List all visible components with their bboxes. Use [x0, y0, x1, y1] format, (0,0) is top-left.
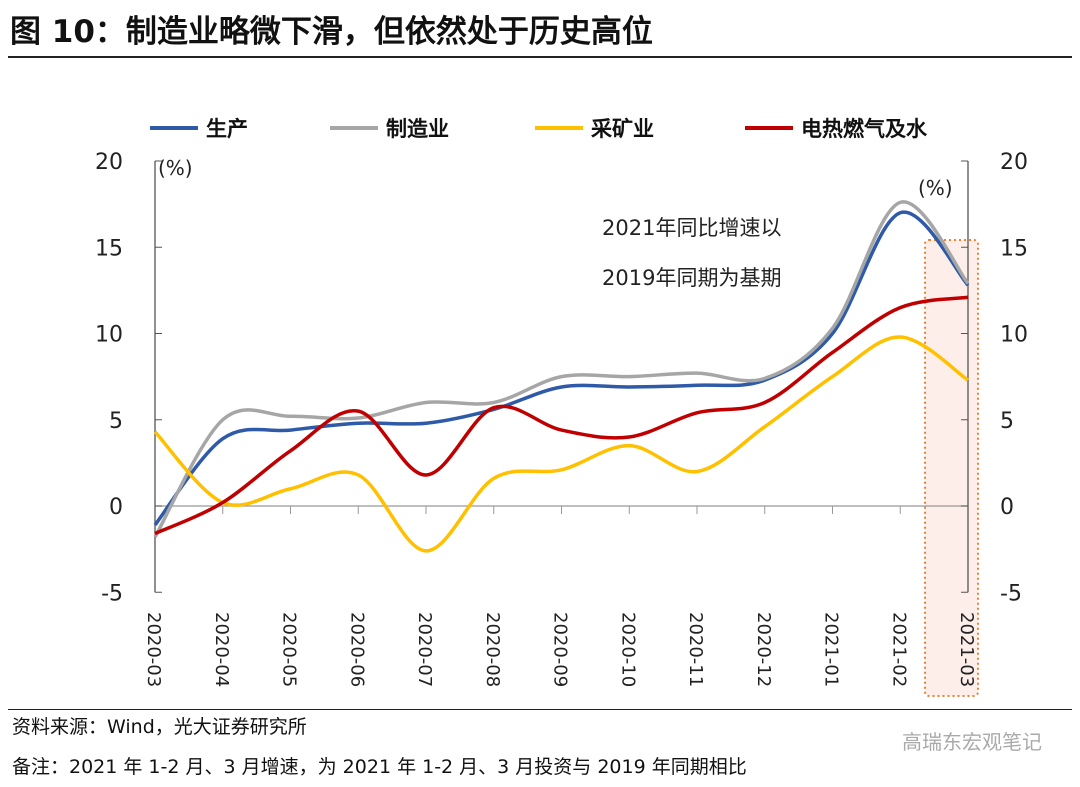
- y-tick-label-right: 20: [1000, 150, 1028, 175]
- x-tick-label: 2020-08: [482, 612, 503, 687]
- x-tick-label: 2021-01: [821, 612, 842, 687]
- legend-label: 采矿业: [591, 117, 654, 141]
- annotation-text: 2019年同期为基期: [602, 266, 781, 290]
- y-tick-label: 0: [109, 495, 123, 520]
- y-tick-label: -5: [101, 581, 123, 606]
- series-line-采矿业: [153, 335, 969, 553]
- annotation-text: 2021年同比增速以: [602, 216, 781, 240]
- line-chart: -5 -5 0 0 5 5 10 10 15 15 20 20 (%) (%) 2020-03 2020-04…: [95, 117, 1028, 697]
- watermark: 高瑞东宏观笔记: [902, 730, 1042, 754]
- y-tick-label: 5: [109, 409, 123, 434]
- title-divider: [8, 56, 1072, 58]
- x-tick-label: 2020-11: [685, 612, 706, 687]
- y-tick-label: 15: [95, 236, 123, 261]
- series-line-制造业: [153, 200, 970, 538]
- x-tick-label: 2020-03: [143, 612, 164, 687]
- legend-label: 制造业: [386, 117, 449, 141]
- y-axis-label-left: (%): [158, 156, 193, 180]
- x-tick-label: 2020-10: [617, 612, 638, 687]
- x-tick-label: 2020-09: [550, 612, 571, 687]
- y-tick-label-right: 0: [1000, 495, 1014, 520]
- source-note: 资料来源：Wind，光大证券研究所: [12, 716, 307, 738]
- figure-title: 图 10：制造业略微下滑，但依然处于历史高位: [10, 14, 653, 50]
- y-tick-label-right: 5: [1000, 409, 1014, 434]
- y-tick-label: 20: [95, 150, 123, 175]
- legend-label: 电热燃气及水: [801, 117, 928, 141]
- y-tick-label-right: 10: [1000, 323, 1028, 348]
- x-tick-label: 2020-07: [414, 612, 435, 687]
- x-tick-label: 2021-02: [888, 612, 909, 687]
- y-tick-label: 10: [95, 323, 123, 348]
- x-tick-label: 2020-05: [279, 612, 300, 687]
- y-tick-label-right: -5: [1000, 581, 1022, 606]
- legend-label: 生产: [206, 117, 248, 141]
- y-axis-label-right: (%): [918, 176, 953, 200]
- remark-note: 备注：2021 年 1-2 月、3 月增速，为 2021 年 1-2 月、3 月…: [12, 756, 747, 778]
- y-tick-label-right: 15: [1000, 236, 1028, 261]
- series-line-生产: [153, 210, 970, 527]
- series-line-电热燃气及水: [154, 295, 969, 536]
- x-tick-label: 2020-04: [211, 612, 232, 687]
- x-tick-label: 2020-06: [346, 612, 367, 687]
- x-tick-label: 2020-12: [753, 612, 774, 687]
- x-tick-label: 2021-03: [956, 612, 977, 687]
- footer-divider: [8, 709, 1072, 710]
